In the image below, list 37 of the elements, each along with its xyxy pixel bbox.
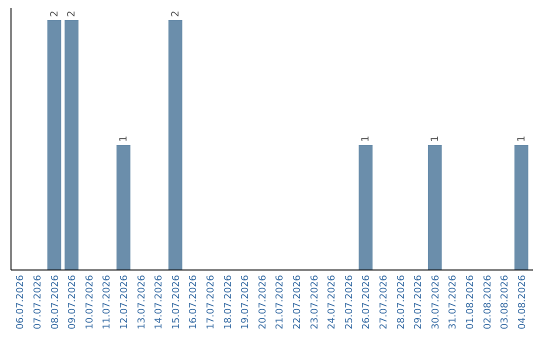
x-tick-label: 16.07.2026 (188, 275, 200, 330)
x-tick-label: 15.07.2026 (170, 275, 182, 330)
x-tick-label: 12.07.2026 (118, 275, 130, 330)
x-tick-label: 01.08.2026 (464, 275, 476, 330)
x-tick-label: 14.07.2026 (154, 275, 165, 330)
x-tick-label: 23.07.2026 (309, 275, 320, 330)
x-tick-label: 07.07.2026 (32, 275, 44, 330)
x-tick-label: 28.07.2026 (396, 275, 407, 330)
x-tick-label: 13.07.2026 (136, 275, 148, 330)
x-tick-label: 02.08.2026 (482, 275, 494, 330)
x-tick-label: 29.07.2026 (413, 275, 424, 330)
x-tick-label: 18.07.2026 (222, 275, 234, 330)
x-tick-label: 11.07.2026 (102, 275, 113, 330)
data-label: 1 (118, 136, 130, 142)
data-label: 1 (360, 136, 372, 142)
x-tick-label: 26.07.2026 (361, 275, 372, 330)
x-tick-label: 25.07.2026 (344, 275, 355, 330)
data-label: 2 (170, 10, 182, 17)
x-tick-label: 31.07.2026 (448, 275, 459, 330)
x-tick-label: 10.07.2026 (84, 275, 96, 330)
x-tick-label: 09.07.2026 (67, 275, 78, 330)
x-tick-label: 03.08.2026 (500, 275, 511, 330)
x-tick-label: 17.07.2026 (205, 275, 216, 330)
x-tick-label: 08.07.2026 (50, 275, 61, 330)
data-label: 1 (516, 136, 528, 142)
x-tick-label: 06.07.2026 (15, 275, 26, 330)
x-tick-label: 20.07.2026 (257, 275, 268, 330)
x-tick-label: 19.07.2026 (240, 275, 252, 330)
data-label: 2 (66, 10, 78, 17)
data-label: 2 (49, 10, 60, 17)
x-tick-label: 04.08.2026 (516, 275, 528, 330)
x-tick-label: 27.07.2026 (378, 275, 390, 330)
x-tick-label: 21.07.2026 (274, 275, 286, 330)
x-tick-label: 22.07.2026 (292, 275, 303, 330)
data-label: 1 (430, 136, 441, 142)
x-tick-label: 24.07.2026 (326, 275, 338, 330)
x-tick-label: 30.07.2026 (430, 275, 442, 330)
